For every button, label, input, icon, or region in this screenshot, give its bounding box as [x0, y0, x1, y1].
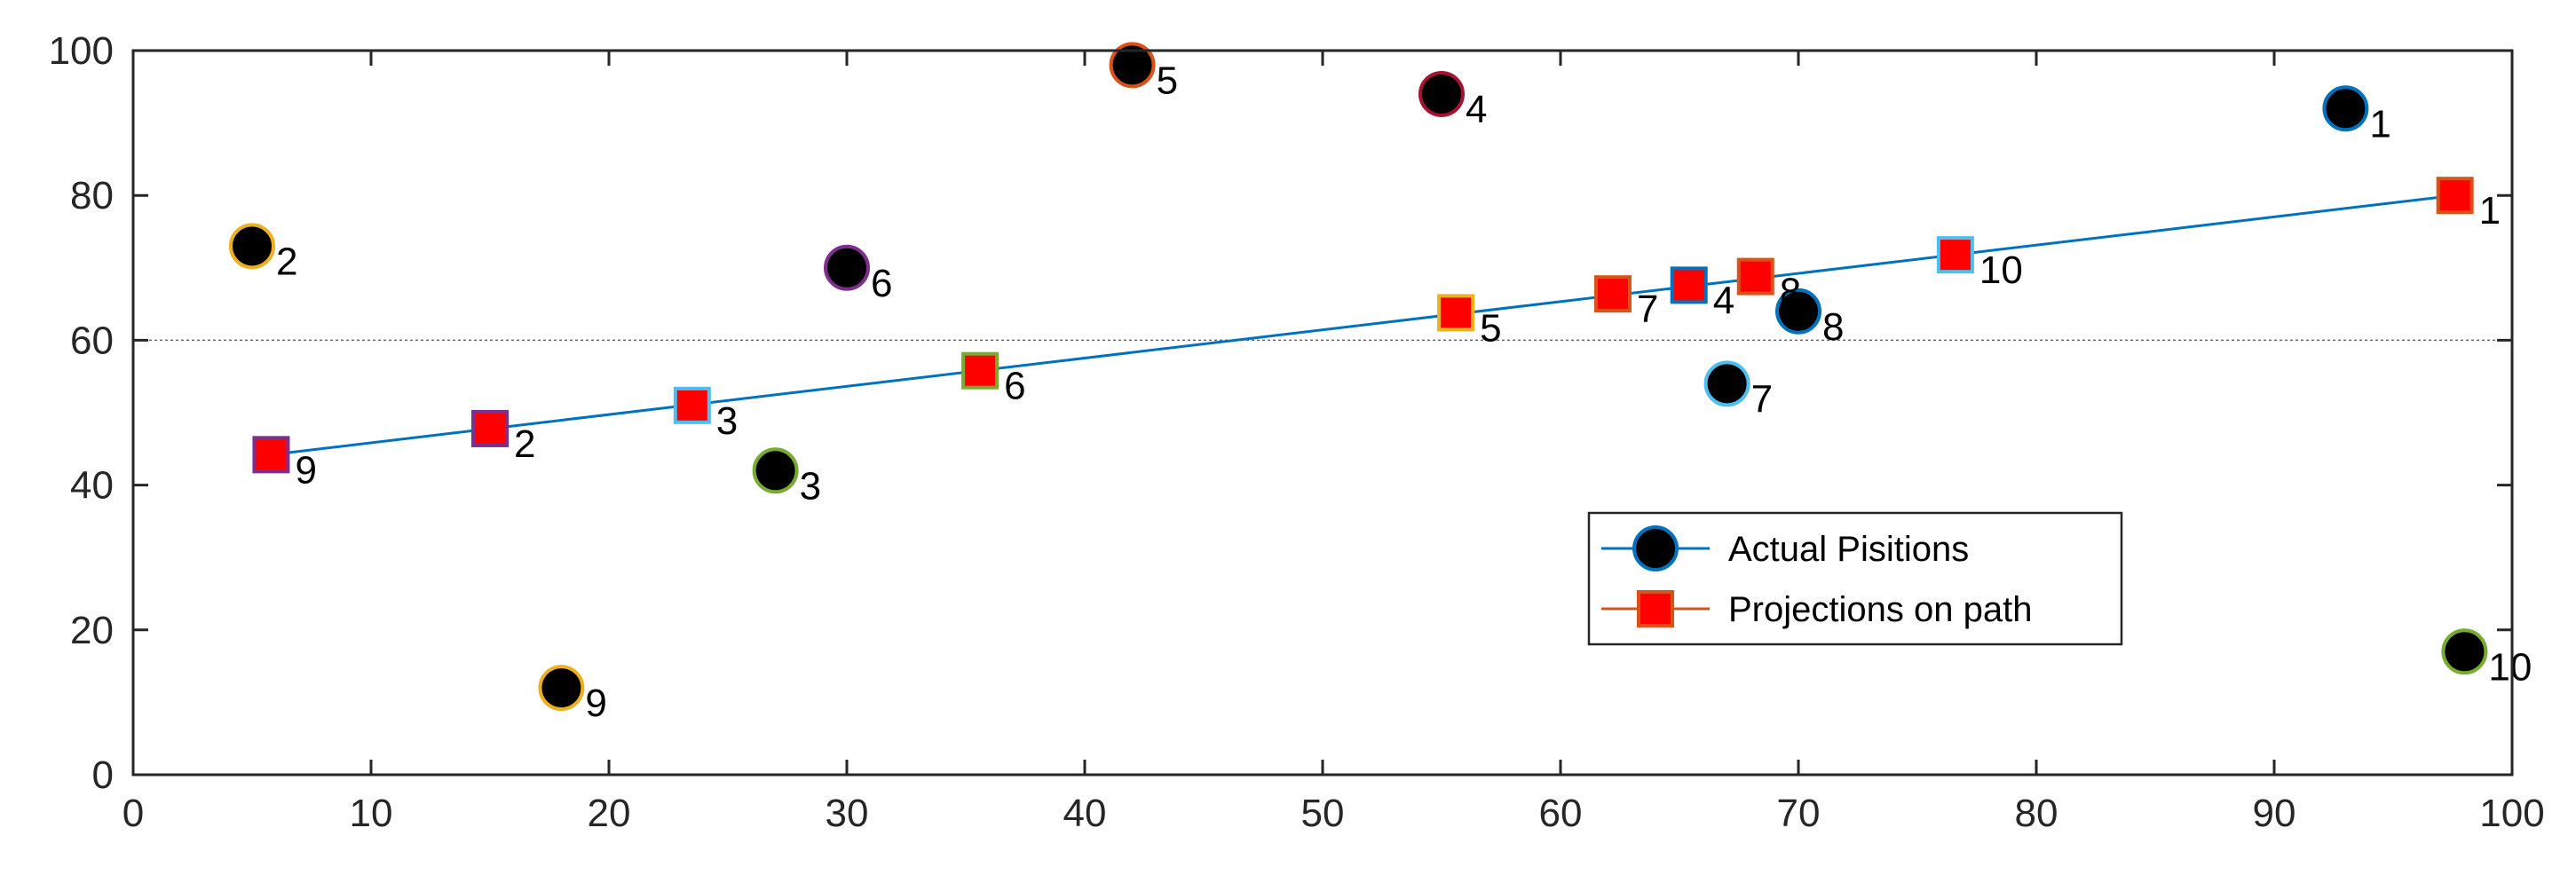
projection-point-9	[252, 436, 290, 474]
projection-point-8	[1736, 257, 1774, 296]
actual-position-point-2	[229, 223, 275, 270]
actual-position-label-10: 10	[2488, 645, 2532, 689]
projection-point-1	[2436, 177, 2474, 215]
actual-position-point-8	[1775, 288, 1821, 335]
x-tick-label-20: 20	[588, 792, 631, 835]
projection-point-3	[673, 386, 711, 424]
legend-marker-projections	[1637, 590, 1674, 627]
projection-label-7: 7	[1637, 288, 1658, 331]
x-tick-label-30: 30	[826, 792, 869, 835]
actual-position-label-2: 2	[276, 240, 297, 283]
projection-label-10: 10	[1979, 248, 2023, 292]
x-tick-label-100: 100	[2479, 792, 2544, 835]
y-tick-label-40: 40	[70, 464, 114, 508]
path-line	[271, 193, 2455, 456]
projection-label-5: 5	[1480, 306, 1501, 350]
actual-position-point-5	[1109, 42, 1156, 89]
actual-position-label-8: 8	[1822, 305, 1844, 349]
projection-label-3: 3	[716, 399, 738, 443]
actual-position-label-6: 6	[871, 262, 892, 305]
actual-position-label-3: 3	[800, 464, 821, 508]
actual-position-point-6	[824, 244, 870, 291]
actual-position-label-4: 4	[1466, 88, 1487, 131]
path-line-layer	[271, 193, 2455, 456]
projection-point-5	[1437, 294, 1475, 332]
actual-position-point-10	[2441, 628, 2488, 675]
projection-label-6: 6	[1004, 365, 1025, 408]
y-tick-label-100: 100	[49, 29, 114, 73]
projection-point-7	[1593, 275, 1632, 313]
projection-point-10	[1936, 236, 1974, 274]
actual-position-point-7	[1703, 360, 1750, 407]
actual-position-point-4	[1418, 70, 1465, 117]
projection-point-4	[1670, 266, 1708, 304]
x-tick-label-90: 90	[2253, 792, 2296, 835]
x-tick-label-40: 40	[1063, 792, 1107, 835]
legend-marker-actual-positions	[1632, 525, 1679, 572]
actual-position-label-7: 7	[1751, 377, 1773, 421]
x-tick-label-80: 80	[2015, 792, 2058, 835]
actual-position-point-9	[538, 665, 585, 712]
projection-label-8: 8	[1780, 271, 1801, 314]
x-tick-label-70: 70	[1777, 792, 1821, 835]
projection-label-2: 2	[514, 422, 535, 466]
projection-point-2	[471, 409, 509, 447]
legend-label-0: Actual Pisitions	[1728, 530, 1969, 569]
projection-label-9: 9	[295, 448, 316, 492]
x-tick-label-10: 10	[350, 792, 393, 835]
y-tick-label-0: 0	[92, 753, 114, 797]
actual-position-label-5: 5	[1157, 59, 1178, 102]
y-tick-label-60: 60	[70, 319, 114, 362]
y-tick-label-80: 80	[70, 174, 114, 217]
legend-label-1: Projections on path	[1728, 590, 2032, 629]
actual-position-label-1: 1	[2369, 102, 2390, 146]
y-tick-label-20: 20	[70, 609, 114, 652]
legend-box	[1587, 511, 2123, 646]
projection-label-4: 4	[1713, 279, 1734, 322]
x-tick-label-0: 0	[122, 792, 144, 835]
x-tick-label-60: 60	[1539, 792, 1583, 835]
x-tick-label-50: 50	[1301, 792, 1345, 835]
projection-point-6	[961, 351, 1000, 390]
actual-position-point-1	[2322, 85, 2369, 132]
legend: Actual Pisitions Projections on path	[1587, 511, 2123, 646]
actual-position-label-9: 9	[585, 682, 606, 725]
actual-position-point-3	[752, 447, 799, 494]
marks-layer	[229, 42, 2488, 712]
axis-ticks-layer: 0 10 20 30 40 50 60 70 80 90 100 0 20 40 60 80 100	[49, 29, 2545, 835]
